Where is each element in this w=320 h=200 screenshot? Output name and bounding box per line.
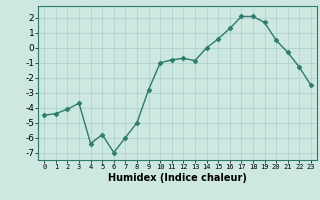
X-axis label: Humidex (Indice chaleur): Humidex (Indice chaleur): [108, 173, 247, 183]
